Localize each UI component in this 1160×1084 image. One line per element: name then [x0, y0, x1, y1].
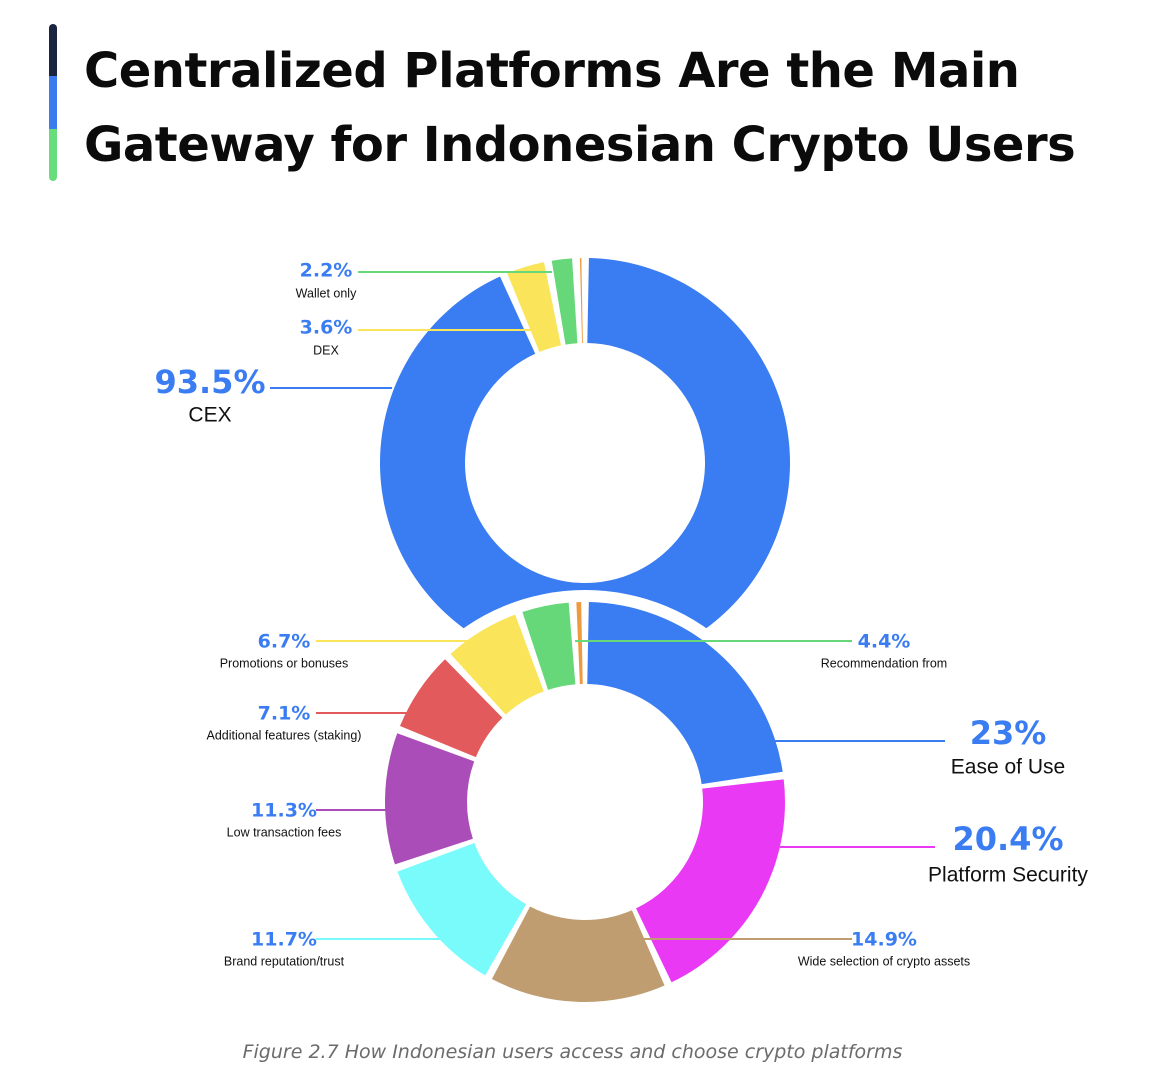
accent-segment-blue	[49, 76, 57, 129]
category-label-brand-reputation-trust: Brand reputation/trust	[224, 954, 345, 968]
category-label-recommendation-from: Recommendation from	[821, 656, 947, 670]
category-label-platform-security: Platform Security	[928, 864, 1088, 887]
slice-other	[579, 258, 583, 344]
slice-ease-of-use	[587, 602, 783, 785]
figure-caption: Figure 2.7 How Indonesian users access a…	[242, 1041, 903, 1063]
title-accent-bar	[49, 24, 57, 181]
value-label-low-transaction-fees: 11.3%	[251, 800, 317, 822]
accent-segment-dark	[49, 24, 57, 76]
page-title: Centralized Platforms Are the Main Gatew…	[84, 43, 1076, 173]
value-label-promotions-or-bonuses: 6.7%	[258, 631, 311, 653]
slice-wallet-only	[551, 258, 578, 345]
slice-other	[576, 602, 583, 685]
slice-additional-features-staking	[399, 659, 503, 758]
slice-recommendation-from	[522, 602, 576, 690]
value-label-brand-reputation-trust: 11.7%	[251, 929, 317, 951]
category-label-cex: CEX	[188, 404, 231, 427]
category-label-promotions-or-bonuses: Promotions or bonuses	[220, 656, 349, 670]
category-label-wallet-only: Wallet only	[296, 286, 357, 300]
donut-chart-1: 93.5% CEX 3.6% DEX 2.2% Wallet only	[154, 258, 791, 668]
category-label-additional-features-staking: Additional features (staking)	[207, 728, 362, 742]
value-label-cex: 93.5%	[154, 363, 265, 401]
slice-dex	[507, 262, 561, 352]
value-label-platform-security: 20.4%	[952, 820, 1063, 858]
donut-chart-2: 23% Ease of Use 20.4% Platform Security 14.9…	[207, 602, 1088, 1002]
value-label-recommendation-from: 4.4%	[858, 631, 911, 653]
category-label-low-transaction-fees: Low transaction fees	[227, 825, 342, 839]
slice-cex	[380, 258, 791, 668]
slice-wide-selection-of-crypto-assets	[491, 906, 665, 1002]
value-label-additional-features-staking: 7.1%	[258, 703, 311, 725]
slice-platform-security	[636, 779, 785, 983]
value-label-ease-of-use: 23%	[970, 714, 1047, 752]
value-label-dex: 3.6%	[300, 317, 353, 339]
category-label-wide-selection-of-crypto-assets: Wide selection of crypto assets	[798, 954, 970, 968]
value-label-wide-selection-of-crypto-assets: 14.9%	[851, 929, 917, 951]
value-label-wallet-only: 2.2%	[300, 260, 353, 282]
category-label-ease-of-use: Ease of Use	[951, 756, 1065, 779]
accent-segment-green	[49, 129, 57, 181]
slice-brand-reputation-trust	[397, 843, 527, 976]
slice-promotions-or-bonuses	[450, 614, 544, 715]
slice-low-transaction-fees	[385, 733, 475, 865]
category-label-dex: DEX	[313, 343, 339, 357]
